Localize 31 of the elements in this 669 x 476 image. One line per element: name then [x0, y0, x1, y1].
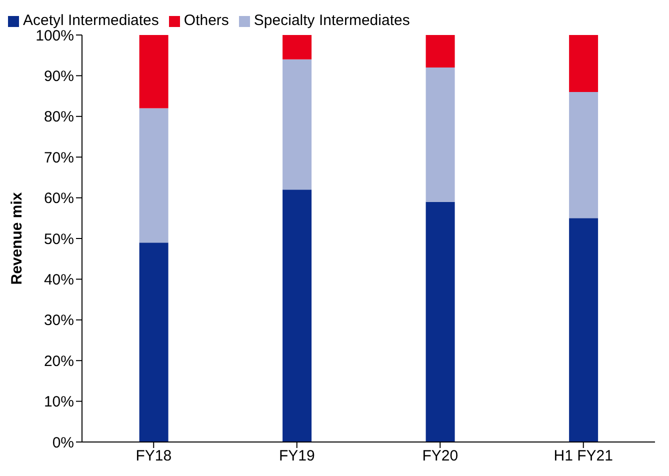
- legend-label: Specialty Intermediates: [254, 12, 410, 29]
- y-tick-label: 100%: [36, 27, 74, 44]
- y-tick-label: 30%: [44, 312, 74, 330]
- bar: [569, 35, 598, 92]
- bar: [569, 92, 598, 218]
- y-tick-label: 10%: [44, 394, 74, 411]
- bar: [139, 242, 168, 442]
- y-tick-label: 20%: [44, 352, 74, 370]
- y-tick-label: 50%: [44, 230, 74, 248]
- bar: [139, 108, 168, 243]
- x-tick-label: H1 FY21: [554, 448, 613, 465]
- bar: [282, 35, 312, 60]
- bar: [426, 35, 455, 68]
- x-tick-label: FY20: [422, 448, 458, 465]
- y-tick-label: 90%: [44, 68, 74, 86]
- y-tick-label: 70%: [44, 149, 74, 166]
- legend-label: Acetyl Intermediates: [23, 12, 159, 29]
- bar: [426, 202, 455, 442]
- y-axis-title: Revenue mix: [8, 192, 26, 285]
- y-tick-label: 80%: [44, 108, 74, 126]
- x-tick-label: FY19: [278, 448, 315, 465]
- bar: [426, 68, 455, 202]
- bar: [282, 59, 312, 190]
- bar: [569, 218, 598, 442]
- bar: [282, 190, 312, 442]
- y-tick-label: 60%: [44, 190, 74, 208]
- legend-label: Others: [184, 12, 229, 29]
- x-tick-label: FY18: [136, 448, 172, 465]
- bar: [139, 35, 168, 108]
- y-tick-label: 40%: [44, 272, 74, 289]
- y-tick-label: 0%: [52, 434, 74, 452]
